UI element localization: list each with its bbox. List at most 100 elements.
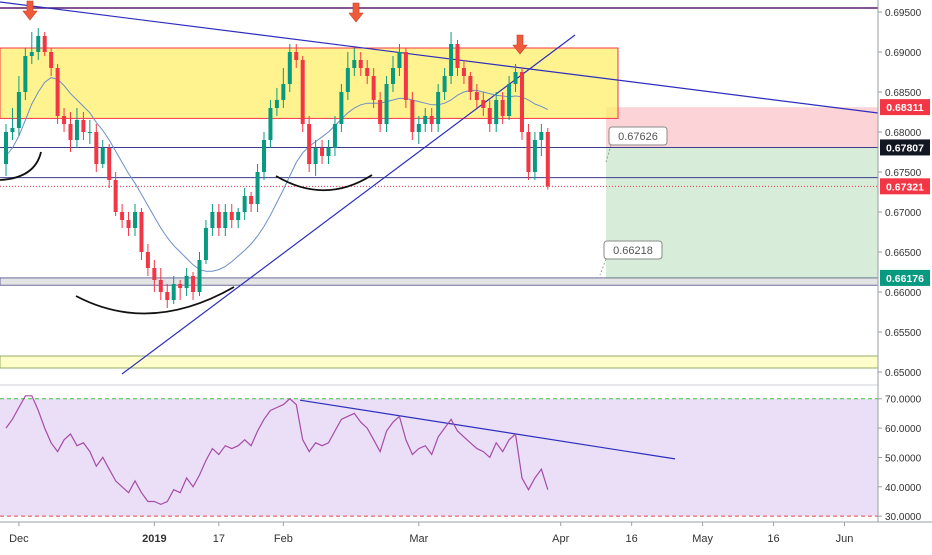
time-tick-label: Jun bbox=[836, 533, 854, 545]
price-tick-label: 0.65000 bbox=[885, 368, 922, 379]
candle bbox=[152, 268, 157, 280]
callout-66218-text: 0.66218 bbox=[613, 245, 653, 257]
candle bbox=[352, 60, 357, 68]
price-level-label: 0.67807 bbox=[886, 142, 924, 154]
time-tick-label: May bbox=[692, 533, 713, 545]
candle bbox=[423, 116, 428, 124]
candle bbox=[507, 84, 512, 116]
time-tick-label: 2019 bbox=[142, 533, 166, 545]
candle bbox=[113, 180, 118, 212]
candle bbox=[307, 124, 312, 164]
candle bbox=[10, 128, 15, 132]
candle bbox=[281, 84, 286, 100]
candle bbox=[262, 140, 266, 172]
candle bbox=[365, 68, 370, 76]
candle bbox=[184, 276, 189, 288]
candle bbox=[210, 212, 215, 228]
rsi-layer bbox=[0, 384, 878, 517]
candle bbox=[16, 92, 21, 128]
candle bbox=[74, 120, 79, 140]
callout-67626-leader bbox=[605, 144, 612, 163]
candle bbox=[191, 276, 196, 292]
candle bbox=[145, 252, 150, 268]
price-tick-label: 0.66000 bbox=[885, 288, 922, 299]
peak-arrow-icon bbox=[22, 0, 38, 21]
price-level-badge bbox=[880, 269, 930, 286]
candle bbox=[513, 72, 518, 84]
rsi-tick-label: 30.0000 bbox=[885, 512, 922, 523]
rsi-tick-label: 70.0000 bbox=[885, 395, 922, 406]
time-tick-label: 17 bbox=[213, 533, 225, 545]
candle bbox=[442, 76, 447, 92]
candle bbox=[87, 132, 92, 133]
candle bbox=[520, 72, 524, 132]
candle bbox=[23, 56, 28, 92]
candle bbox=[55, 68, 60, 116]
rsi-band bbox=[0, 398, 878, 517]
zones-layer bbox=[0, 47, 879, 369]
candle bbox=[410, 100, 415, 132]
price-level-label: 0.68311 bbox=[886, 102, 924, 114]
price-tick-label: 0.67000 bbox=[885, 208, 922, 219]
candle bbox=[36, 36, 41, 52]
candle bbox=[294, 52, 299, 60]
candle bbox=[397, 52, 402, 68]
price-tick-label: 0.65500 bbox=[885, 328, 922, 339]
price-tick-label: 0.68500 bbox=[885, 88, 922, 99]
peak-arrow-icon bbox=[348, 2, 364, 23]
candle bbox=[487, 108, 492, 124]
candle bbox=[62, 116, 67, 124]
support-zone bbox=[0, 277, 879, 286]
candle bbox=[468, 76, 473, 92]
cup-arc-bottom bbox=[75, 286, 235, 315]
price-tick-label: 0.69500 bbox=[885, 8, 922, 19]
candle bbox=[332, 124, 337, 148]
candles-layer bbox=[4, 28, 550, 308]
callout-67626-text: 0.67626 bbox=[618, 131, 658, 143]
callout-67626-box bbox=[608, 126, 668, 146]
candle bbox=[403, 52, 408, 100]
price-tick-label: 0.66500 bbox=[885, 248, 922, 259]
time-tick-label: 16 bbox=[767, 533, 779, 545]
candle bbox=[500, 100, 505, 116]
candle bbox=[203, 228, 208, 260]
candle bbox=[287, 52, 292, 84]
candle bbox=[391, 68, 395, 84]
candle bbox=[223, 212, 228, 228]
candle bbox=[436, 92, 441, 124]
time-tick-label: 16 bbox=[626, 533, 638, 545]
candle bbox=[216, 212, 221, 228]
rsi-trendline bbox=[299, 399, 676, 460]
moving-average-line bbox=[5, 77, 549, 272]
annotations-layer: 0.67626 0.66218 bbox=[0, 0, 668, 315]
descending-trendline bbox=[0, 1, 879, 114]
candle bbox=[107, 148, 112, 180]
candle bbox=[236, 212, 241, 220]
time-tick-label: Mar bbox=[409, 533, 428, 545]
candle bbox=[139, 212, 144, 252]
candle bbox=[249, 196, 254, 204]
price-tick-label: 0.68000 bbox=[885, 128, 922, 139]
candle bbox=[133, 212, 137, 228]
price-level-badge bbox=[880, 139, 930, 156]
candle bbox=[371, 76, 376, 100]
candle bbox=[474, 92, 479, 100]
candle bbox=[526, 132, 531, 172]
cup-arc-left bbox=[0, 151, 42, 181]
candle bbox=[81, 120, 86, 132]
ascending-trendline bbox=[121, 34, 576, 375]
candle bbox=[313, 148, 318, 164]
candle bbox=[68, 124, 73, 140]
time-tick-label: Feb bbox=[274, 533, 293, 545]
candle bbox=[100, 148, 105, 164]
candle bbox=[274, 100, 279, 108]
candle bbox=[171, 284, 176, 300]
candle bbox=[255, 172, 260, 204]
candle bbox=[126, 220, 131, 228]
cup-arc-middle bbox=[275, 174, 373, 192]
candle bbox=[300, 60, 305, 124]
rsi-tick-label: 40.0000 bbox=[885, 483, 922, 494]
